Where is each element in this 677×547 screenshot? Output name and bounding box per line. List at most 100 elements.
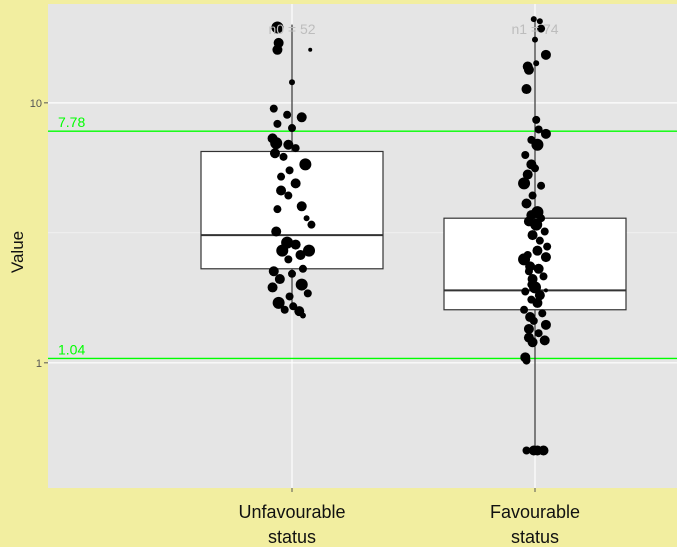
count-label: n1 = 74 bbox=[511, 21, 558, 37]
data-point bbox=[518, 177, 531, 190]
reference-line-label: 7.78 bbox=[58, 114, 85, 130]
data-point bbox=[280, 305, 289, 314]
data-point bbox=[538, 445, 549, 456]
x-tick-label-line: Favourable bbox=[490, 502, 580, 522]
y-axis-label: Value bbox=[8, 231, 27, 273]
data-point bbox=[283, 110, 292, 119]
data-point bbox=[523, 323, 534, 334]
data-point bbox=[299, 312, 306, 319]
data-point bbox=[289, 79, 295, 86]
data-point bbox=[522, 356, 531, 365]
x-tick-label-line: status bbox=[268, 527, 316, 547]
data-point bbox=[523, 64, 534, 75]
data-point bbox=[268, 266, 279, 277]
data-point bbox=[537, 181, 546, 190]
data-point bbox=[276, 185, 287, 196]
data-point bbox=[518, 253, 531, 266]
data-point bbox=[540, 128, 551, 139]
data-point bbox=[521, 84, 532, 95]
data-point bbox=[279, 152, 288, 161]
data-point bbox=[524, 267, 533, 276]
data-point bbox=[533, 263, 544, 274]
data-point bbox=[534, 125, 543, 134]
axes: 1 10 Unfavourable status Favourable status bbox=[30, 98, 580, 547]
data-point bbox=[296, 201, 307, 212]
data-point bbox=[522, 169, 533, 180]
data-point bbox=[299, 158, 312, 171]
data-point bbox=[543, 242, 552, 251]
data-point bbox=[272, 296, 285, 309]
data-points bbox=[267, 16, 552, 456]
data-point bbox=[276, 244, 289, 257]
data-point bbox=[284, 255, 293, 264]
data-point bbox=[288, 269, 296, 278]
data-point bbox=[271, 226, 282, 237]
data-point bbox=[534, 329, 543, 338]
data-point bbox=[269, 104, 278, 113]
data-point bbox=[531, 164, 539, 173]
data-point bbox=[532, 115, 541, 124]
data-point bbox=[540, 319, 551, 330]
data-point bbox=[303, 244, 316, 257]
data-point bbox=[528, 191, 537, 200]
data-point bbox=[536, 18, 543, 25]
data-point bbox=[540, 252, 551, 263]
data-point bbox=[540, 49, 551, 60]
data-point bbox=[522, 446, 531, 455]
data-point bbox=[540, 227, 549, 236]
data-point bbox=[284, 191, 293, 200]
data-point bbox=[529, 281, 541, 294]
data-point bbox=[521, 287, 530, 296]
data-point bbox=[534, 290, 545, 301]
data-point bbox=[521, 151, 530, 160]
data-point bbox=[303, 215, 310, 222]
data-point bbox=[532, 245, 543, 256]
data-point bbox=[298, 264, 307, 273]
data-point bbox=[543, 288, 548, 293]
data-point bbox=[303, 289, 312, 298]
x-tick-label-line: Unfavourable bbox=[238, 502, 345, 522]
data-point bbox=[290, 239, 301, 250]
data-point bbox=[537, 24, 546, 33]
data-point bbox=[271, 21, 284, 34]
data-point bbox=[308, 47, 313, 52]
data-point bbox=[532, 36, 538, 43]
data-point bbox=[521, 198, 532, 209]
data-point bbox=[291, 144, 300, 153]
x-tick-label: Unfavourable status bbox=[238, 502, 345, 547]
data-point bbox=[532, 297, 543, 308]
data-point bbox=[273, 119, 282, 128]
data-point bbox=[535, 236, 544, 245]
data-point bbox=[529, 316, 538, 325]
data-point bbox=[530, 16, 537, 23]
data-point bbox=[288, 124, 296, 133]
data-point bbox=[273, 205, 282, 214]
y-tick-label: 10 bbox=[30, 98, 42, 110]
data-point bbox=[290, 178, 301, 189]
data-point bbox=[531, 138, 544, 151]
data-point bbox=[539, 335, 550, 346]
count-label: n0 = 52 bbox=[268, 21, 315, 37]
data-point bbox=[530, 218, 543, 231]
y-tick-label: 1 bbox=[36, 358, 42, 370]
data-point bbox=[285, 292, 294, 301]
data-point bbox=[539, 272, 548, 281]
data-point bbox=[272, 44, 283, 55]
data-point bbox=[270, 137, 283, 150]
count-labels: n0 = 52 n1 = 74 bbox=[268, 21, 558, 37]
data-point bbox=[520, 305, 529, 314]
data-point bbox=[269, 148, 280, 159]
data-point bbox=[267, 282, 278, 293]
data-point bbox=[274, 274, 285, 285]
x-tick-label-line: status bbox=[511, 527, 559, 547]
data-point bbox=[533, 60, 540, 67]
data-point bbox=[296, 112, 307, 123]
data-point bbox=[527, 337, 538, 348]
reference-lines: 7.78 1.04 bbox=[48, 114, 677, 360]
data-point bbox=[307, 220, 316, 229]
data-point bbox=[295, 278, 308, 291]
data-point bbox=[527, 230, 538, 241]
x-tick-label: Favourable status bbox=[490, 502, 580, 547]
reference-line-label: 1.04 bbox=[58, 341, 85, 357]
